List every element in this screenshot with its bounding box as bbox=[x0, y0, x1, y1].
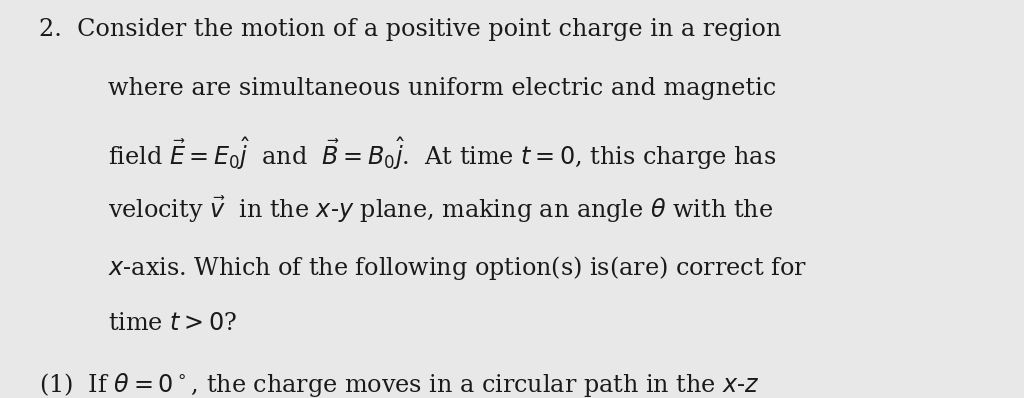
Text: field $\vec{E} = E_0\hat{j}$  and  $\vec{B} = B_0\hat{j}$.  At time $t = 0$, thi: field $\vec{E} = E_0\hat{j}$ and $\vec{B… bbox=[108, 136, 776, 172]
Text: $x$-axis. Which of the following option(s) is(are) correct for: $x$-axis. Which of the following option(… bbox=[108, 254, 807, 281]
Text: time $t > 0$?: time $t > 0$? bbox=[108, 312, 237, 336]
Text: velocity $\vec{v}$  in the $x$-$y$ plane, making an angle $\theta$ with the: velocity $\vec{v}$ in the $x$-$y$ plane,… bbox=[108, 195, 773, 225]
Text: (1)  If $\theta = 0^\circ$, the charge moves in a circular path in the $x$-$z$: (1) If $\theta = 0^\circ$, the charge mo… bbox=[39, 371, 760, 398]
Text: where are simultaneous uniform electric and magnetic: where are simultaneous uniform electric … bbox=[108, 77, 776, 100]
Text: 2.  Consider the motion of a positive point charge in a region: 2. Consider the motion of a positive poi… bbox=[39, 18, 781, 41]
